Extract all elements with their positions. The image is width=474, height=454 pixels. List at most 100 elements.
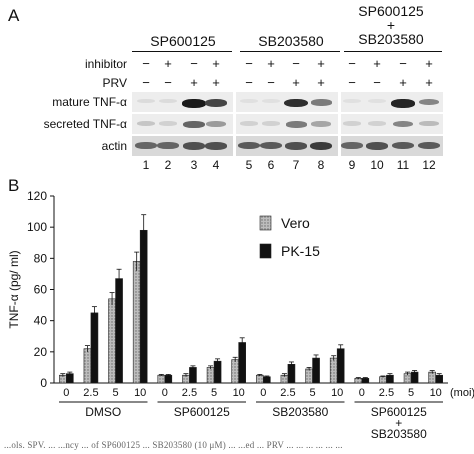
group-label-combo-plus: + bbox=[386, 17, 396, 33]
lane-number: 8 bbox=[317, 158, 325, 172]
blot-band bbox=[310, 99, 332, 106]
bar-pk-15 bbox=[336, 348, 345, 384]
blot-panel bbox=[341, 92, 443, 112]
blot-band bbox=[238, 142, 260, 150]
x-tick-label: 5 bbox=[310, 387, 316, 399]
x-tick-label: 0 bbox=[359, 387, 365, 399]
lane-number: 6 bbox=[267, 158, 275, 172]
lane-number: 10 bbox=[370, 158, 384, 172]
inhibitor-sign: − bbox=[190, 56, 198, 71]
y-tick-label: 0 bbox=[40, 376, 47, 390]
lane-number: 5 bbox=[245, 158, 253, 172]
group-underline-3 bbox=[344, 51, 442, 52]
bar-pk-15 bbox=[238, 342, 246, 384]
lane-number: 2 bbox=[164, 158, 172, 172]
blot-band bbox=[158, 99, 178, 104]
blot-band bbox=[284, 142, 308, 150]
blot-band bbox=[239, 121, 259, 126]
blot-band bbox=[342, 99, 362, 104]
bar-vero bbox=[379, 376, 387, 384]
y-tick-label: 100 bbox=[27, 220, 47, 234]
blot-band bbox=[392, 142, 414, 150]
blot-band bbox=[342, 121, 362, 126]
x-tick-label: 0 bbox=[63, 387, 69, 399]
blot-band bbox=[182, 99, 206, 108]
panel-b-letter: B bbox=[8, 176, 20, 195]
x-tick-label: 5 bbox=[211, 387, 217, 399]
blot-panel bbox=[132, 92, 233, 112]
blot-band bbox=[158, 121, 178, 126]
bar-pk-15 bbox=[263, 376, 271, 384]
blot-band bbox=[135, 142, 157, 149]
bar-pk-15 bbox=[189, 367, 197, 384]
blot-band bbox=[136, 99, 156, 104]
bar-vero bbox=[206, 367, 215, 384]
group-label-sp600125: SP600125 bbox=[150, 33, 216, 49]
bar-vero bbox=[256, 374, 264, 384]
prv-sign: + bbox=[317, 75, 325, 90]
blot-panel bbox=[236, 114, 338, 134]
bar-vero bbox=[329, 357, 338, 384]
inhibitor-sign: − bbox=[348, 56, 356, 71]
blot-band bbox=[183, 121, 205, 128]
blot-panel bbox=[132, 114, 233, 134]
group-label: SB203580 bbox=[371, 427, 427, 440]
bar-pk-15 bbox=[213, 360, 222, 384]
blot-row-label: actin bbox=[101, 139, 127, 153]
inhibitor-sign: + bbox=[373, 56, 381, 71]
blot-band bbox=[341, 142, 363, 149]
blot-band bbox=[309, 142, 333, 150]
bar-pk-15 bbox=[164, 374, 173, 384]
lane-number: 9 bbox=[348, 158, 356, 172]
group-label: SP600125 bbox=[174, 405, 230, 419]
blot-band bbox=[367, 121, 387, 126]
x-tick-label: 2.5 bbox=[182, 387, 197, 399]
panel-a-letter: A bbox=[8, 6, 20, 25]
blot-band bbox=[391, 99, 415, 108]
y-tick-label: 40 bbox=[34, 314, 48, 328]
blot-band bbox=[365, 142, 389, 150]
y-tick-label: 120 bbox=[27, 189, 47, 203]
blot-band bbox=[157, 142, 179, 149]
inhibitor-sign: + bbox=[317, 56, 325, 71]
blot-row-label: secreted TNF-α bbox=[43, 117, 127, 131]
legend-label: PK-15 bbox=[281, 243, 320, 259]
x-tick-label: 5 bbox=[408, 387, 414, 399]
group-label: DMSO bbox=[85, 405, 121, 419]
group-underline-1 bbox=[132, 51, 232, 52]
blot-band bbox=[261, 99, 281, 104]
caption-fragment: ...ols. SPV. ... ...ncy ... of SP600125 … bbox=[4, 440, 343, 450]
bar-pk-15 bbox=[115, 278, 123, 384]
inhibitor-sign: + bbox=[164, 56, 172, 71]
x-tick-label: 2.5 bbox=[280, 387, 295, 399]
x-tick-label: 10 bbox=[134, 387, 146, 399]
group-label-sb203580: SB203580 bbox=[258, 33, 324, 49]
blot-band bbox=[285, 121, 307, 128]
group-underline-2 bbox=[240, 51, 340, 52]
legend-swatch-pk-15 bbox=[259, 243, 272, 259]
x-tick-label: 10 bbox=[233, 387, 245, 399]
prv-sign: + bbox=[399, 75, 407, 90]
bar-vero bbox=[305, 368, 313, 384]
y-tick-label: 60 bbox=[34, 283, 48, 297]
blot-band bbox=[136, 121, 156, 126]
lane-number: 11 bbox=[396, 158, 410, 172]
bar-pk-15 bbox=[90, 312, 99, 384]
bar-pk-15 bbox=[312, 357, 320, 384]
blot-panel bbox=[132, 136, 233, 156]
y-axis-title: TNF-α (pg/ ml) bbox=[7, 250, 21, 328]
x-tick-label: 2.5 bbox=[379, 387, 394, 399]
y-tick-label: 20 bbox=[34, 345, 48, 359]
blot-band bbox=[182, 142, 206, 150]
blot-band bbox=[367, 99, 387, 104]
blot-row-label: mature TNF-α bbox=[52, 95, 127, 109]
blot-band bbox=[284, 99, 308, 108]
blot-band bbox=[204, 99, 228, 107]
bar-pk-15 bbox=[287, 363, 296, 384]
lane-number: 3 bbox=[190, 158, 198, 172]
bar-pk-15 bbox=[410, 371, 419, 384]
inhibitor-sign: + bbox=[212, 56, 220, 71]
inhibitor-sign: + bbox=[425, 56, 433, 71]
prv-sign: − bbox=[267, 75, 275, 90]
lane-number: 7 bbox=[292, 158, 300, 172]
